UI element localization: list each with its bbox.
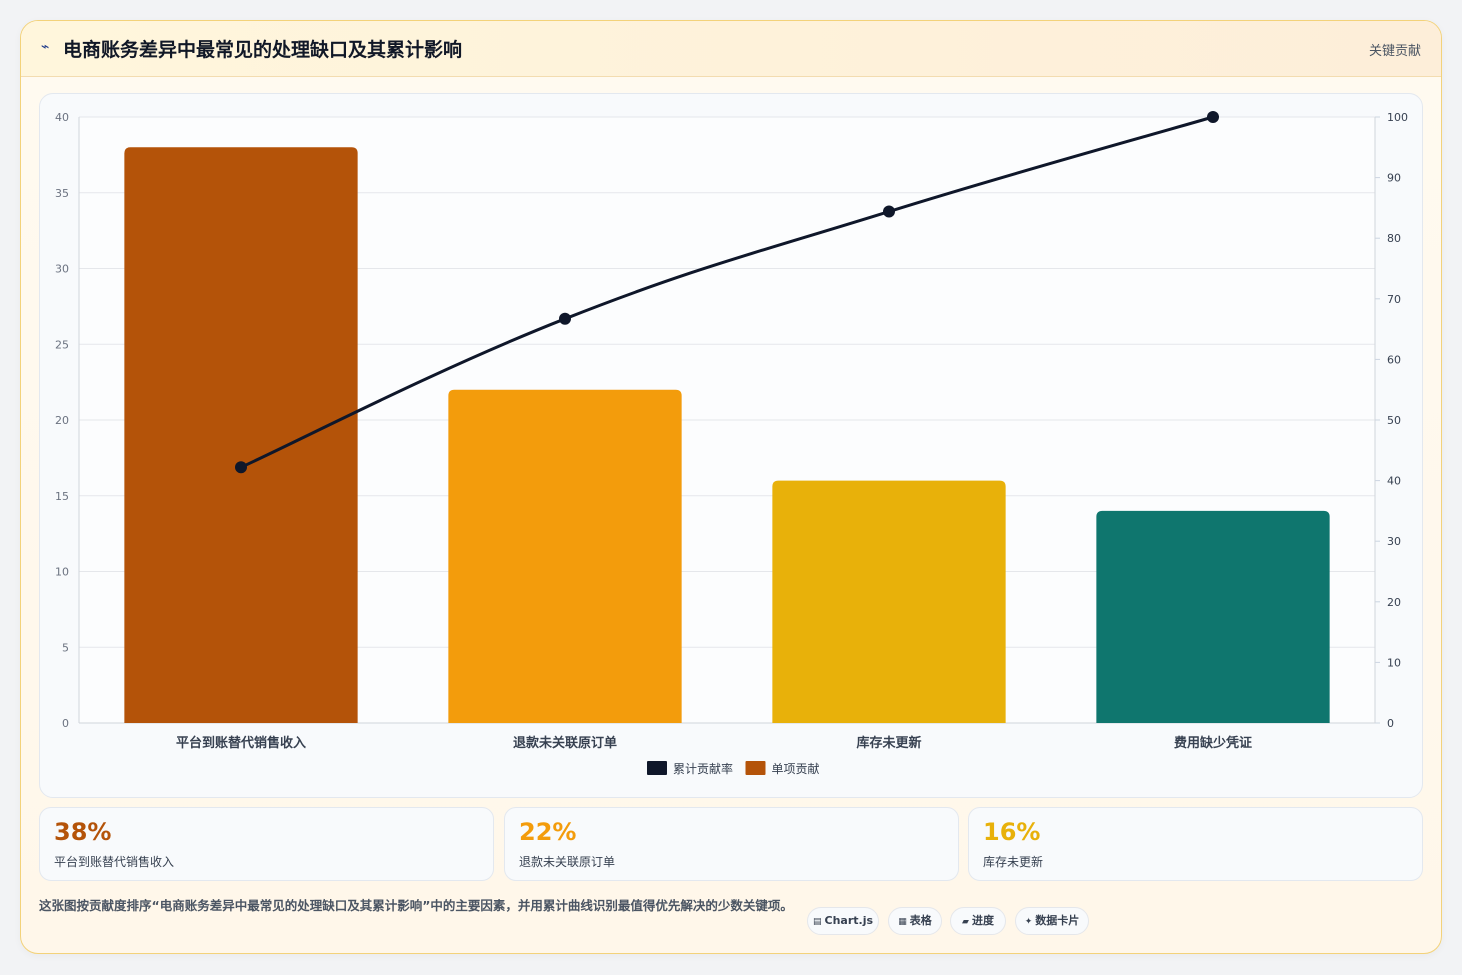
y-left-tick-label: 30: [55, 263, 69, 276]
y-right-tick-label: 40: [1387, 475, 1401, 488]
y-right-tick-label: 70: [1387, 293, 1401, 306]
y-left-tick-label: 35: [55, 187, 69, 200]
x-tick-label: 退款未关联原订单: [513, 735, 617, 751]
y-left-tick-label: 20: [55, 414, 69, 427]
y-left-tick-label: 0: [62, 717, 69, 730]
sparkle-icon: ✦: [1024, 917, 1033, 927]
bar: [1096, 510, 1330, 723]
pareto-chart: 0 5 10 15 20 25 30 35 40 0 10 20 30 40 50 60 70 80 90 100 平台…: [55, 111, 1408, 776]
stat-label: 退款未关联原订单: [519, 855, 616, 869]
pulse-icon: ⌁: [41, 39, 50, 55]
stat-label: 平台到账替代销售收入: [54, 855, 175, 869]
stat-value: 38%: [54, 818, 112, 846]
legend-label: 累计贡献率: [673, 761, 733, 776]
progress-icon: ▰: [962, 917, 969, 927]
x-tick-label: 费用缺少凭证: [1174, 735, 1252, 751]
tag-data-card[interactable]: ✦ 数据卡片: [1015, 907, 1089, 935]
y-right-tick-label: 100: [1387, 111, 1408, 124]
x-tick-label: 平台到账替代销售收入: [176, 735, 306, 751]
y-right-tick-label: 60: [1387, 353, 1401, 366]
legend-label: 单项贡献: [772, 761, 820, 776]
plot-panel: 0 5 10 15 20 25 30 35 40 0 10 20 30 40 50 60 70 80 90 100 平台…: [39, 93, 1423, 798]
cumulative-point: [235, 461, 247, 474]
legend-swatch: [745, 761, 766, 775]
bar: [448, 389, 682, 723]
cumulative-line: [240, 115, 1214, 469]
stat-value: 16%: [983, 818, 1041, 846]
tag-label: 数据卡片: [1035, 914, 1080, 927]
y-left-tick-label: 25: [55, 338, 69, 351]
card-header: ⌁ 电商账务差异中最常见的处理缺口及其累计影响 关键贡献: [21, 21, 1441, 77]
x-tick-label: 库存未更新: [856, 735, 921, 751]
y-right-tick-label: 0: [1387, 717, 1394, 730]
bar: [772, 480, 1006, 723]
bar: [124, 147, 358, 724]
y-right-tick-label: 50: [1387, 414, 1401, 427]
y-right-tick-label: 80: [1387, 232, 1401, 245]
y-left-tick-label: 40: [55, 111, 69, 124]
stat-card: 22% 退款未关联原订单: [504, 807, 959, 881]
table-icon: ▦: [898, 917, 907, 927]
y-right-tick-label: 20: [1387, 596, 1401, 609]
cumulative-point: [883, 205, 895, 218]
y-left-tick-label: 10: [55, 566, 69, 579]
y-right-tick-label: 10: [1387, 656, 1401, 669]
y-left-tick-label: 15: [55, 490, 69, 503]
legend-swatch: [647, 761, 667, 775]
tag-label: Chart.js: [824, 914, 874, 927]
chart-icon: ▤: [812, 917, 822, 927]
y-left-tick-label: 5: [62, 641, 69, 654]
tag-chartjs[interactable]: ▤ Chart.js: [807, 907, 879, 935]
tag-label: 表格: [909, 914, 932, 927]
stat-card: 16% 库存未更新: [968, 807, 1423, 881]
tag-progress[interactable]: ▰ 进度: [950, 907, 1006, 935]
tag-table[interactable]: ▦ 表格: [888, 907, 942, 935]
chart-card: ⌁ 电商账务差异中最常见的处理缺口及其累计影响 关键贡献 0 5 10 15 20 25 3…: [20, 20, 1442, 954]
cumulative-point: [559, 312, 571, 325]
y-right-tick-label: 90: [1387, 172, 1401, 185]
tag-label: 进度: [971, 914, 994, 927]
page-title: 电商账务差异中最常见的处理缺口及其累计影响: [63, 39, 463, 61]
y-right-tick-label: 30: [1387, 535, 1401, 548]
cumulative-point: [1207, 111, 1219, 123]
header-tag: 关键贡献: [1368, 44, 1421, 59]
chart-description: 这张图按贡献度排序“电商账务差异中最常见的处理缺口及其累计影响”中的主要因素，并…: [39, 898, 793, 913]
stat-value: 22%: [519, 818, 577, 846]
stat-label: 库存未更新: [983, 855, 1044, 869]
stat-card: 38% 平台到账替代销售收入: [39, 807, 494, 881]
